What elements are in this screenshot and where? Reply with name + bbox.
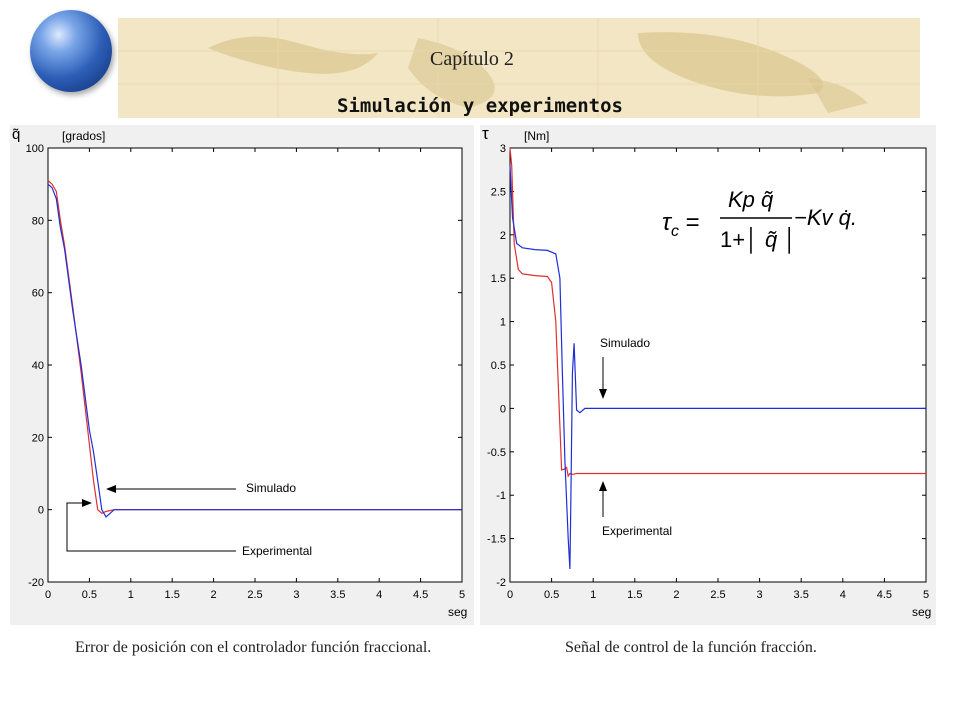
y-symbol: τ <box>482 125 489 143</box>
x-tick-label: 5 <box>923 589 929 601</box>
formula-lhs: τc = <box>662 209 700 240</box>
plot-area <box>47 147 463 583</box>
annotation-simulado: Simulado <box>106 481 296 495</box>
y-tick-label: -1.5 <box>487 534 506 546</box>
annotation-simulado-label: Simulado <box>246 481 296 495</box>
x-tick-label: 1.5 <box>627 589 642 601</box>
y-tick-label: -1 <box>496 490 506 502</box>
x-tick-label: 5 <box>459 589 465 601</box>
globe-logo <box>30 10 112 92</box>
y-tick-label: -2 <box>496 577 506 589</box>
x-tick-label: 1.5 <box>165 589 180 601</box>
annotation-experimental: Experimental <box>599 481 672 538</box>
x-tick-label: 4.5 <box>413 589 428 601</box>
y-symbol: q̃ <box>12 126 20 143</box>
y-tick-label: -20 <box>28 577 44 589</box>
control-law-formula: τc = Kp q̃ 1+│ q̃ │ −Kv q̇. <box>662 187 857 254</box>
x-tick-label: 3.5 <box>330 589 345 601</box>
annotation-experimental-label: Experimental <box>602 524 672 538</box>
x-tick-label: 4.5 <box>877 589 892 601</box>
y-tick-label: 60 <box>32 288 44 300</box>
y-tick-label: 100 <box>26 143 44 155</box>
annotation-experimental-label: Experimental <box>242 544 312 558</box>
x-tick-label: 0 <box>45 589 51 601</box>
y-axis-label: [Nm] <box>524 129 549 143</box>
x-axis-label: seg <box>912 605 931 619</box>
series-line-simulado <box>47 183 462 518</box>
y-tick-label: 0.5 <box>491 360 506 372</box>
formula-numerator: Kp q̃ <box>728 187 774 212</box>
x-tick-label: 2.5 <box>710 589 725 601</box>
x-tick-label: 1 <box>128 589 134 601</box>
caption-right: Señal de control de la función fracción. <box>565 639 817 656</box>
x-tick-label: 0 <box>507 589 513 601</box>
control-signal-chart: 3 2.5 2 1.5 1 0.5 0 -0.5 -1 -1.5 -2 0 0.5 1 1.5 2 2.5 3 3.… <box>480 124 936 625</box>
plot-area <box>509 147 927 583</box>
chapter-label: Capítulo 2 <box>430 48 514 70</box>
x-axis-label: seg <box>448 605 467 619</box>
formula-denominator: 1+│ q̃ │ <box>720 226 797 254</box>
y-tick-label: 2.5 <box>491 186 506 198</box>
x-tick-label: 4 <box>376 589 382 601</box>
position-error-chart: 100 80 60 40 20 0 -20 0 0.5 1 1.5 2 2.5 3 3.5 4 4.5 5 q̃ … <box>10 125 474 625</box>
annotation-simulado: Simulado <box>599 336 650 399</box>
y-tick-label: 2 <box>500 230 506 242</box>
y-axis-label: [grados] <box>62 129 105 143</box>
caption-left: Error de posición con el controlador fun… <box>75 639 432 656</box>
y-tick-label: 3 <box>500 143 506 155</box>
annotation-simulado-label: Simulado <box>600 336 650 350</box>
x-tick-label: 2 <box>211 589 217 601</box>
y-tick-label: 1.5 <box>491 273 506 285</box>
y-tick-label: 20 <box>32 432 44 444</box>
series-line-experimental <box>509 147 926 478</box>
x-tick-label: 0.5 <box>544 589 559 601</box>
x-tick-label: 2.5 <box>247 589 262 601</box>
control-signal-plot: 32.521.510.50-0.5-1-1.5-20 0.5 1 1.5 2 2.5 3 3.… <box>482 124 931 619</box>
x-tick-label: 2 <box>673 589 679 601</box>
y-tick-label: 0 <box>500 403 506 415</box>
world-map-decoration <box>118 18 920 118</box>
slide-title: Simulación y experimentos <box>337 95 623 117</box>
x-tick-label: 1 <box>590 589 596 601</box>
series-line-simulado <box>509 165 926 570</box>
y-tick-label: 1 <box>500 317 506 329</box>
x-tick-label: 3 <box>757 589 763 601</box>
y-tick-label: -0.5 <box>487 447 506 459</box>
x-tick-label: 3.5 <box>794 589 809 601</box>
y-tick-label: 0 <box>38 505 44 517</box>
x-tick-label: 4 <box>840 589 846 601</box>
y-tick-label: 40 <box>32 360 44 372</box>
y-tick-label: 80 <box>32 215 44 227</box>
x-tick-label: 3 <box>293 589 299 601</box>
header-banner <box>118 18 920 118</box>
formula-tail: −Kv q̇. <box>794 205 857 230</box>
annotation-experimental: Experimental <box>66 499 312 558</box>
x-tick-label: 0.5 <box>82 589 97 601</box>
